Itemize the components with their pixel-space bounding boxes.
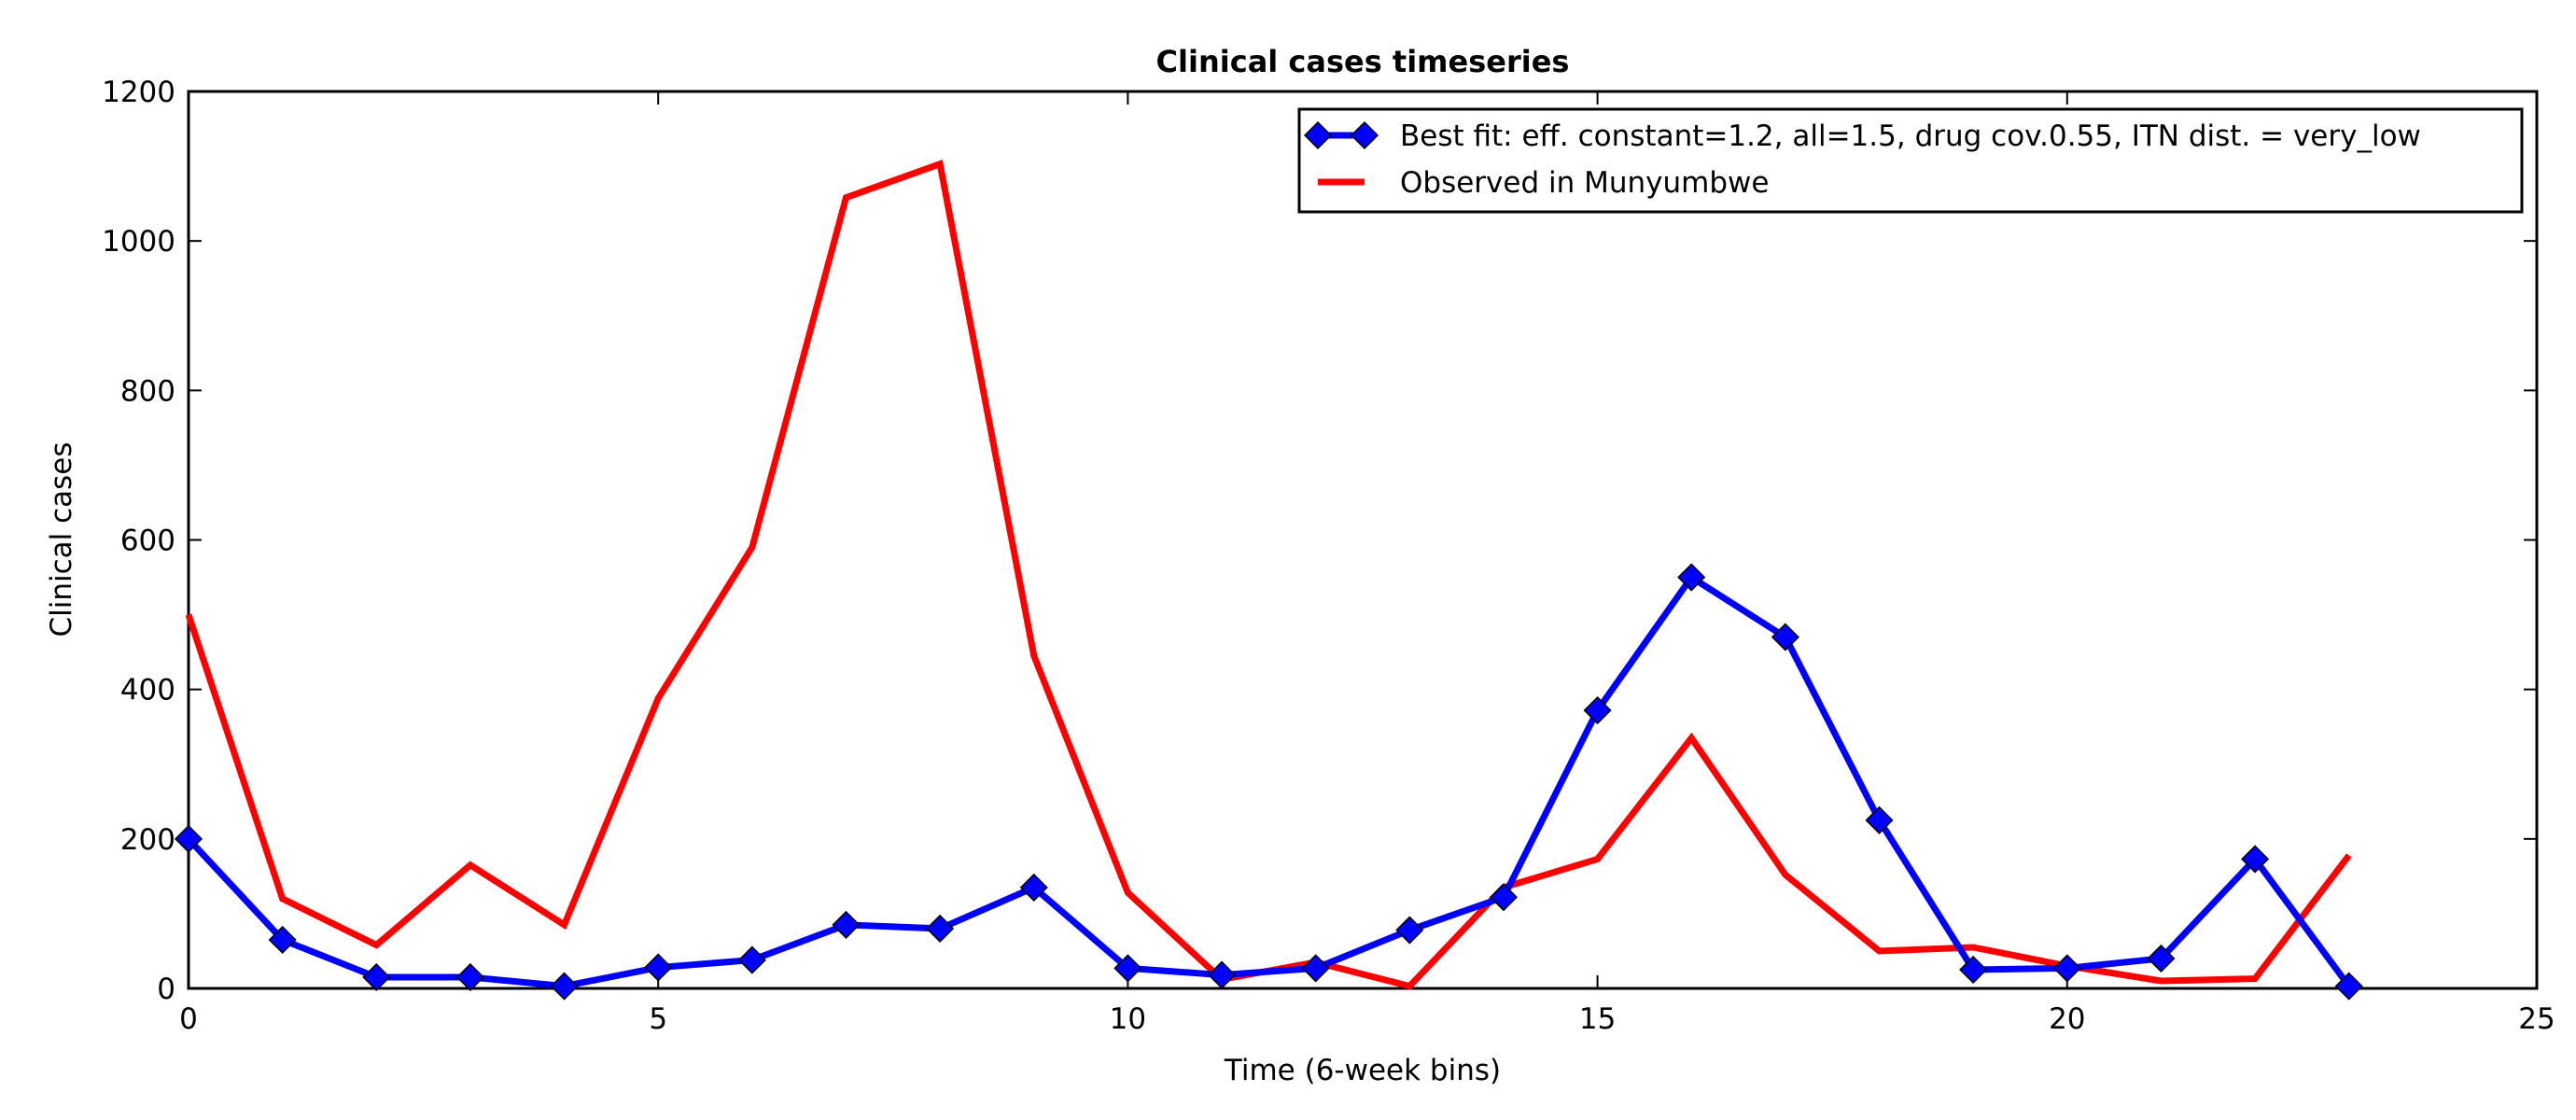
data-point-best-fit: [926, 914, 955, 943]
legend: Best fit: eff. constant=1.2, all=1.5, dr…: [1297, 107, 2524, 214]
axis-ticks: 0 5 10 15 20 25 0 200 400 600 800 1000 1200: [102, 76, 2555, 1036]
data-point-best-fit: [1771, 623, 1799, 651]
data-point-best-fit: [550, 972, 579, 1001]
x-tick-label: 15: [1579, 1002, 1616, 1036]
data-point-best-fit: [1677, 563, 1706, 592]
data-point-best-fit: [644, 953, 673, 982]
data-point-best-fit: [1395, 916, 1424, 945]
plot-area: [187, 90, 2539, 990]
x-tick-label: 0: [179, 1002, 198, 1036]
data-point-best-fit: [832, 910, 861, 939]
legend-marker-best-fit: [1350, 120, 1379, 150]
data-point-best-fit: [737, 945, 766, 974]
chart-title: Clinical cases timeseries: [1156, 44, 1570, 79]
legend-marker-best-fit: [1303, 120, 1333, 150]
legend-label-observed: Observed in Munyumbwe: [1400, 166, 1769, 200]
y-axis-label: Clinical cases: [45, 441, 78, 637]
data-point-best-fit: [455, 962, 484, 992]
data-point-best-fit: [2241, 845, 2270, 874]
y-tick-label: 200: [120, 823, 175, 857]
data-point-best-fit: [2334, 972, 2363, 1001]
y-tick-label: 600: [120, 525, 175, 558]
data-point-best-fit: [2052, 954, 2081, 983]
data-point-best-fit: [1207, 960, 1237, 989]
x-tick-label: 5: [649, 1002, 667, 1036]
series-line-best-fit: [186, 572, 2352, 990]
y-tick-label: 400: [120, 674, 175, 707]
y-tick-label: 1000: [102, 225, 175, 259]
data-point-best-fit: [1113, 954, 1142, 983]
data-point-best-fit: [362, 962, 391, 992]
data-point-best-fit: [1583, 696, 1612, 725]
x-tick-label: 25: [2518, 1002, 2555, 1036]
data-point-best-fit: [1865, 805, 1894, 834]
y-tick-label: 1200: [102, 76, 175, 109]
x-tick-label: 20: [2049, 1002, 2085, 1036]
x-tick-label: 10: [1110, 1002, 1146, 1036]
data-point-best-fit: [1019, 873, 1048, 902]
data-point-best-fit: [174, 824, 203, 853]
y-tick-label: 800: [120, 374, 175, 408]
y-tick-label: 0: [157, 973, 175, 1006]
x-axis-label: Time (6-week bins): [1224, 1054, 1501, 1087]
series-layer: [174, 160, 2363, 1001]
data-point-best-fit: [1301, 954, 1330, 983]
data-point-best-fit: [1959, 955, 1988, 985]
series-line-observed: [185, 160, 2352, 990]
legend-label-best-fit: Best fit: eff. constant=1.2, all=1.5, dr…: [1400, 119, 2421, 153]
data-point-best-fit: [1489, 883, 1519, 912]
data-point-best-fit: [2147, 944, 2176, 973]
legend-box: [1297, 107, 2524, 214]
data-point-best-fit: [268, 925, 297, 955]
